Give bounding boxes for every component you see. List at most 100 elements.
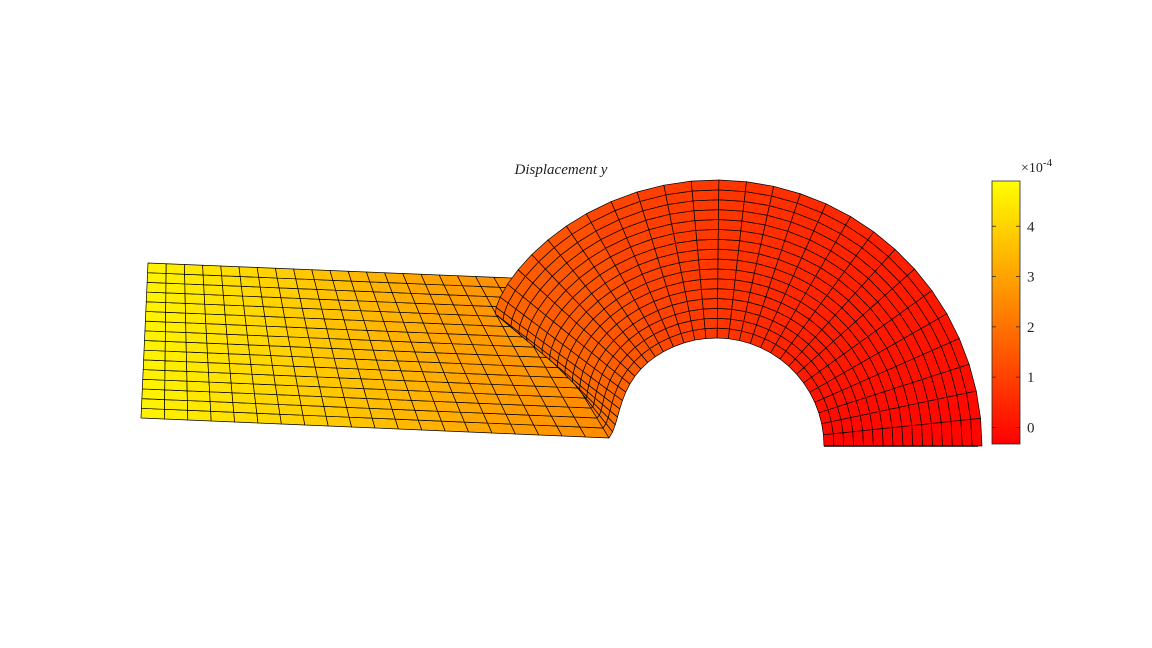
mesh-element [382, 379, 409, 391]
mesh-element [394, 418, 423, 431]
mesh-element [227, 343, 251, 355]
mesh-element [388, 399, 416, 411]
mesh-element [142, 369, 166, 381]
colorbar-tick-label: 4 [1027, 219, 1035, 235]
mesh-element [164, 408, 189, 421]
mesh-element [280, 297, 303, 309]
mesh-element [881, 427, 894, 447]
mesh-element [251, 373, 276, 386]
mesh-element [184, 303, 206, 315]
mesh-element [295, 375, 320, 388]
colorbar-tick-label: 1 [1027, 370, 1035, 386]
mesh-element [279, 413, 306, 426]
mesh-element [210, 410, 235, 423]
mesh-element [293, 365, 318, 378]
mesh-element [275, 267, 297, 280]
colorbar-exponent-prefix: ×10 [1021, 161, 1043, 176]
mesh-element [164, 350, 187, 363]
mesh-element [204, 313, 227, 325]
mesh-element [229, 372, 254, 385]
mesh-element [717, 268, 737, 281]
mesh-element [695, 229, 719, 241]
colorbar: ×10-4 4 3 2 1 0 [991, 157, 1053, 445]
mesh-element [144, 320, 166, 333]
mesh-element [267, 335, 291, 347]
mesh-element [165, 302, 186, 314]
mesh-element [338, 299, 362, 312]
colorbar-ticks: 4 3 2 1 0 [992, 219, 1035, 436]
mesh-element [230, 382, 255, 395]
mesh-element [144, 330, 166, 342]
mesh-element [186, 390, 211, 402]
mesh-element [349, 339, 374, 351]
mesh-element [239, 276, 261, 288]
mesh-element [314, 366, 340, 379]
mesh-element [165, 321, 187, 333]
mesh-element [202, 274, 223, 286]
mesh-element [300, 405, 327, 417]
mesh-element [385, 389, 412, 401]
mesh-element [316, 289, 339, 301]
mesh-element [718, 179, 747, 192]
mesh-element [369, 407, 396, 420]
mesh-element [164, 399, 188, 411]
mesh-element [255, 403, 281, 415]
mesh-element [700, 278, 719, 290]
mesh-element [341, 387, 367, 399]
mesh-element [301, 307, 325, 320]
mesh-element [716, 317, 731, 330]
mesh-element [203, 294, 225, 306]
mesh-element [717, 229, 742, 241]
mesh-element [164, 389, 188, 401]
mesh-element [184, 293, 206, 305]
mesh-element [287, 336, 312, 348]
mesh-element [233, 411, 259, 424]
mesh-element [226, 333, 249, 346]
colorbar-gradient [991, 180, 1021, 445]
mesh-element [261, 296, 284, 308]
mesh-element [224, 314, 247, 326]
mesh-element [692, 199, 720, 211]
mesh-element [262, 306, 285, 318]
mesh-element [246, 334, 270, 347]
mesh-element [872, 428, 884, 447]
mesh-element [333, 357, 359, 370]
mesh-element [184, 264, 204, 276]
mesh-element [165, 282, 186, 295]
mesh-element [258, 276, 280, 289]
mesh-element [252, 383, 278, 396]
mesh-element [340, 309, 365, 321]
mesh-element [270, 355, 295, 367]
mesh-element [323, 318, 348, 330]
mesh-element [336, 367, 362, 380]
mesh-element [697, 248, 719, 261]
mesh-element [331, 348, 356, 360]
mesh-element [186, 371, 210, 383]
mesh-element [338, 377, 365, 389]
mesh-element [366, 398, 393, 410]
mesh-element [411, 400, 438, 412]
mesh-element [185, 312, 207, 325]
mesh-element [165, 273, 186, 285]
mesh-element [256, 267, 278, 279]
mesh-element [696, 238, 719, 251]
mesh-element [242, 295, 264, 307]
mesh-element [231, 392, 256, 404]
mesh-element [348, 416, 376, 429]
mesh-element [208, 381, 233, 394]
mesh-element [311, 269, 334, 281]
mesh-element [360, 378, 387, 390]
mesh-element [319, 386, 345, 398]
mesh-element [354, 358, 380, 371]
mesh-element [164, 331, 187, 343]
mesh-element [221, 275, 242, 287]
mesh-element [326, 328, 351, 340]
mesh-element [141, 378, 166, 391]
mesh-element [700, 288, 719, 300]
mesh-element [379, 369, 405, 381]
mesh-element [164, 360, 188, 372]
mesh-element [335, 289, 358, 302]
mesh-element [960, 419, 973, 447]
mesh-element [143, 349, 166, 362]
mesh-element [371, 417, 399, 430]
